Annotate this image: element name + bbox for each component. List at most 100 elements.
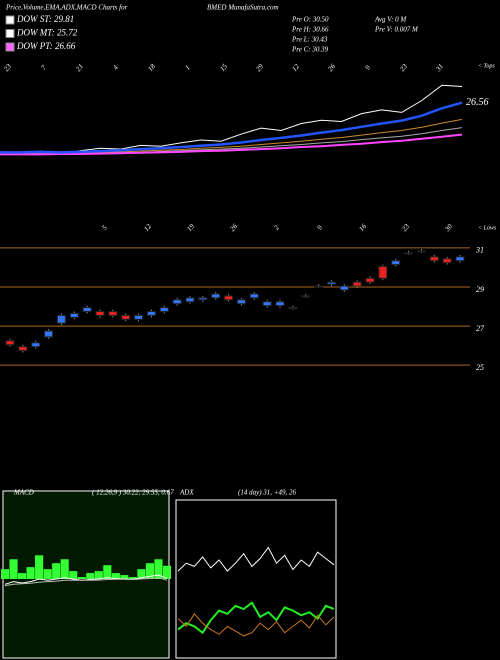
x-tick-label: 26 <box>326 62 337 73</box>
x-tick-label: 15 <box>218 62 229 73</box>
adx-line <box>177 612 335 637</box>
histogram-bar <box>18 573 27 579</box>
candle-body <box>18 346 28 352</box>
histogram-bar <box>43 569 52 579</box>
histogram-bar <box>77 577 86 579</box>
candle-body <box>95 311 105 316</box>
end-label: 26.56 <box>466 97 489 108</box>
candle-body <box>211 293 221 299</box>
adx-line <box>177 546 335 572</box>
candle-body <box>198 297 208 301</box>
y-tick-label: 27 <box>476 324 485 333</box>
x-tick-label: 23 <box>398 62 409 73</box>
candle-body <box>236 299 246 305</box>
legend-label: DOW PT: 26.66 <box>16 41 76 51</box>
candle-body <box>56 314 66 324</box>
candle-body <box>224 295 234 301</box>
candle-body <box>146 311 156 316</box>
series-line <box>0 133 463 156</box>
x-tick-label: 19 <box>185 222 196 233</box>
histogram-bar <box>145 563 154 579</box>
x-tick-label: 16 <box>357 222 368 233</box>
candle-body <box>108 311 118 316</box>
x-tick-label: 7 <box>40 63 49 71</box>
candle-body <box>185 297 195 303</box>
candle-body <box>159 307 169 313</box>
legend-swatch <box>5 15 15 25</box>
panel-label: ( 12,26,9 ) 30.22, 29.55, 0.67 <box>92 489 174 497</box>
candle-body <box>44 330 54 338</box>
candle-body <box>249 293 259 299</box>
info-text: Pre H: 30.66 <box>291 26 329 34</box>
histogram-bar <box>0 569 10 579</box>
bottom-label: < Lows <box>478 225 497 231</box>
panel-label: (14 day) 31, +49, 26 <box>238 489 296 497</box>
candle-body <box>275 301 285 307</box>
adx-line <box>177 601 335 635</box>
histogram-bar <box>111 573 120 579</box>
candle-body <box>262 301 272 307</box>
x-tick-label: 9 <box>316 223 325 231</box>
candle-body <box>339 285 349 291</box>
macd-line <box>4 577 168 587</box>
histogram-bar <box>9 559 18 579</box>
candle-body <box>82 307 92 313</box>
x-tick-label: 5 <box>101 223 110 231</box>
x-tick-label: 4 <box>112 63 121 71</box>
histogram-bar <box>86 573 95 579</box>
x-tick-label: 2 <box>273 223 282 231</box>
candle-body <box>69 312 79 318</box>
candle-body <box>31 342 41 348</box>
info-text: Pre C: 30.39 <box>291 46 329 54</box>
candle-body <box>391 260 401 266</box>
legend-swatch <box>5 42 15 52</box>
info-text: Avg V: 0 M <box>374 16 407 24</box>
candle-body <box>365 277 375 283</box>
x-tick-label: 18 <box>146 62 157 73</box>
histogram-bar <box>162 565 172 579</box>
x-tick-label: 12 <box>290 62 301 73</box>
candle-body <box>416 250 426 253</box>
candle-body <box>172 299 182 305</box>
candle-body <box>5 340 15 346</box>
x-tick-label: 21 <box>74 62 85 73</box>
x-tick-label: 1 <box>184 64 192 72</box>
panel-title: ADX <box>179 489 194 497</box>
x-tick-label: 30 <box>443 222 455 234</box>
x-tick-label: 23 <box>2 62 13 73</box>
histogram-bar <box>26 567 35 579</box>
info-text: Pre L: 30.43 <box>291 36 328 44</box>
header-center: BMED MunafaSutra.com <box>207 4 279 12</box>
histogram-bar <box>154 559 163 579</box>
y-tick-label: 25 <box>476 363 484 372</box>
header-left: Price,Volume,EMA,ADX,MACD Charts for <box>5 4 128 12</box>
legend-swatch <box>5 29 15 38</box>
candle-body <box>326 281 336 285</box>
y-tick-label: 31 <box>475 246 484 255</box>
x-tick-label: 26 <box>228 222 239 233</box>
legend-label: DOW MT: 25.72 <box>16 28 78 38</box>
histogram-bar <box>94 571 103 579</box>
candle-body <box>442 258 452 264</box>
histogram-bar <box>52 563 61 579</box>
top-label: < Tops <box>478 63 495 69</box>
histogram-bar <box>35 555 44 579</box>
histogram-bar <box>60 559 69 579</box>
histogram-bar <box>128 577 137 579</box>
legend-label: DOW ST: 29.81 <box>16 14 74 24</box>
y-tick-label: 29 <box>476 285 484 294</box>
x-tick-label: 31 <box>434 62 445 73</box>
x-tick-label: 9 <box>364 63 373 71</box>
panel-title: MACD <box>13 489 34 497</box>
candle-body <box>134 314 144 320</box>
info-text: Pre V: 0.007 M <box>374 26 419 34</box>
series-line <box>0 101 463 154</box>
x-tick-label: 23 <box>400 222 411 233</box>
adx-panel <box>175 499 337 659</box>
x-tick-label: 12 <box>142 222 153 233</box>
histogram-bar <box>103 565 112 579</box>
candle-body <box>352 281 362 287</box>
histogram-bar <box>69 571 78 579</box>
